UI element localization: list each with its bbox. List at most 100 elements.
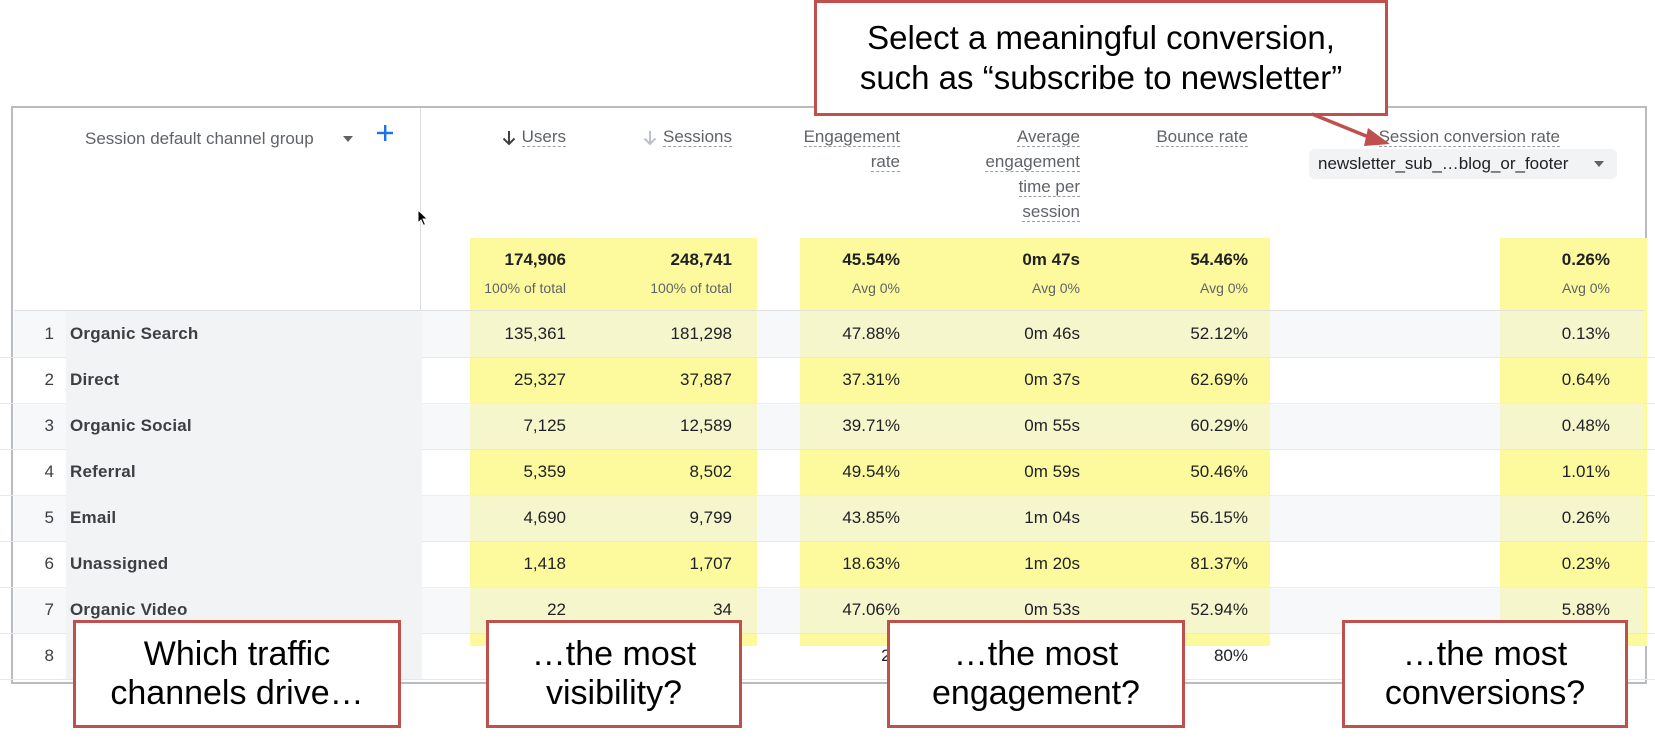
row-engagement-rate: 47.06% [842,600,900,619]
row-engagement-rate: 47.88% [842,324,900,343]
row-avg-engagement-time: 1m 20s [1024,554,1080,573]
col-header-avg-engagement-time[interactable]: Average engagement time per session [985,127,1080,222]
row-avg-engagement-time: 0m 53s [1024,600,1080,619]
row-avg-engagement-time: 0m 46s [1024,324,1080,343]
dimension-dropdown-caret-icon[interactable] [343,136,353,142]
row-users: 5,359 [523,462,566,481]
row-bounce-rate: 50.46% [1190,462,1248,481]
row-conversion-rate: 0.64% [1561,370,1610,389]
dimension-cell-bg [66,541,422,587]
row-bounce-rate: 80% [1213,646,1248,665]
callout-select-conversion: Select a meaningful conversion, such as … [814,0,1388,116]
dimension-cell-bg [66,495,422,541]
add-dimension-plus-icon[interactable] [376,124,394,142]
row-sessions: 9,799 [689,508,732,527]
row-rank: 6 [44,554,54,573]
row-channel[interactable]: Direct [70,370,120,389]
callout-select-conversion-line2: such as “subscribe to newsletter” [859,59,1343,96]
callout-traffic-channels-line1: Which traffic [143,635,331,673]
row-users: 135,361 [504,324,566,343]
table-row[interactable]: 2 Direct 25,327 37,887 37.31% 0m 37s 62.69% 0.6… [0,357,1655,404]
callout-visibility-line1: …the most [531,635,697,673]
total-bounce-rate: 54.46% [1190,250,1248,269]
chevron-down-icon [1594,161,1604,167]
row-conversion-rate: 0.13% [1561,324,1610,343]
row-sessions: 181,298 [670,324,732,343]
sort-down-arrow-icon-faded [643,130,657,145]
row-bounce-rate: 62.69% [1190,370,1248,389]
totals-divider [14,310,1644,311]
callout-engagement-line2: engagement? [932,674,1140,712]
row-users: 4,690 [523,508,566,527]
row-avg-engagement-time: 0m 37s [1024,370,1080,389]
row-rank: 3 [44,416,54,435]
row-engagement-rate: 39.71% [842,416,900,435]
row-avg-engagement-time: 1m 04s [1024,508,1080,527]
row-engagement-rate: 18.63% [842,554,900,573]
col-header-users[interactable]: Users [470,124,566,149]
row-channel[interactable]: Email [70,508,117,527]
row-bounce-rate: 60.29% [1190,416,1248,435]
row-rank: 2 [44,370,54,389]
row-rank: 7 [44,600,54,619]
callout-conversions-line2: conversions? [1384,674,1586,712]
row-engagement-rate: 43.85% [842,508,900,527]
table-row[interactable]: 6 Unassigned 1,418 1,707 18.63% 1m 20s 81.37% 0… [0,541,1655,588]
total-avg-engagement-time: 0m 47s [1022,250,1080,269]
total-users-sub: 100% of total [484,280,566,296]
row-avg-engagement-time: 0m 55s [1024,416,1080,435]
row-conversion-rate: 0.48% [1561,416,1610,435]
row-users: 1,418 [523,554,566,573]
callout-engagement-line1: …the most [953,635,1119,673]
callout-visibility: …the most visibility? [486,620,742,728]
conversion-event-select[interactable]: newsletter_sub_…blog_or_footer [1309,149,1617,179]
row-channel[interactable]: Unassigned [70,554,169,573]
row-sessions: 8,502 [689,462,732,481]
row-conversion-rate: 0.26% [1561,508,1610,527]
row-channel[interactable]: Referral [70,462,136,481]
row-channel[interactable]: Organic Search [70,324,199,343]
col-header-sessions[interactable]: Sessions [620,124,732,149]
row-engagement-rate: 20 [780,633,900,679]
row-users: 7,125 [523,416,566,435]
row-bounce-rate: 52.94% [1190,600,1248,619]
callout-pointer-arrow-icon [1311,112,1390,146]
dimension-label: Session default channel group [85,129,314,148]
row-sessions: 1,707 [689,554,732,573]
total-users: 174,906 [504,250,566,269]
callout-conversions-line1: …the most [1402,635,1568,673]
dimension-cell-bg [66,311,422,357]
table-row[interactable]: 4 Referral 5,359 8,502 49.54% 0m 59s 50.46% 1.0… [0,449,1655,496]
mouse-cursor-icon [417,208,429,232]
dimension-cell-bg [66,357,422,403]
row-channel[interactable]: Organic Social [70,416,192,435]
total-conversion-rate-sub: Avg 0% [1562,280,1610,296]
row-users: 25,327 [514,370,566,389]
conversion-event-value: newsletter_sub_…blog_or_footer [1318,154,1569,173]
row-sessions: 37,887 [680,370,732,389]
callout-engagement: …the most engagement? [887,620,1185,728]
row-bounce-rate: 81.37% [1190,554,1248,573]
col-header-session-conversion-rate[interactable]: Session conversion rate [1378,127,1560,147]
row-sessions: 12,589 [680,416,732,435]
callout-traffic-channels: Which traffic channels drive… [73,620,401,728]
row-rank: 1 [44,324,54,343]
row-sessions: 34 [713,600,732,619]
table-row[interactable]: 5 Email 4,690 9,799 43.85% 1m 04s 56.15% 0.26% [0,495,1655,542]
row-rank: 4 [44,462,54,481]
dimension-cell-bg [66,403,422,449]
row-rank: 8 [44,646,54,665]
table-row[interactable]: 3 Organic Social 7,125 12,589 39.71% 0m 55s 60… [0,403,1655,450]
total-engagement-rate-sub: Avg 0% [852,280,900,296]
total-engagement-rate: 45.54% [842,250,900,269]
row-channel[interactable]: Organic Video [70,600,188,619]
dimension-header[interactable]: Session default channel group [85,126,314,151]
row-rank: 5 [44,508,54,527]
row-bounce-rate: 56.15% [1190,508,1248,527]
row-conversion-rate: 0.23% [1561,554,1610,573]
total-conversion-rate: 0.26% [1561,250,1610,269]
col-header-engagement-rate[interactable]: Engagement rate [803,127,900,172]
col-header-bounce-rate[interactable]: Bounce rate [1156,127,1248,147]
table-row[interactable]: 1 Organic Search 135,361 181,298 47.88% 0m 46… [0,311,1655,358]
callout-visibility-line2: visibility? [545,674,683,712]
